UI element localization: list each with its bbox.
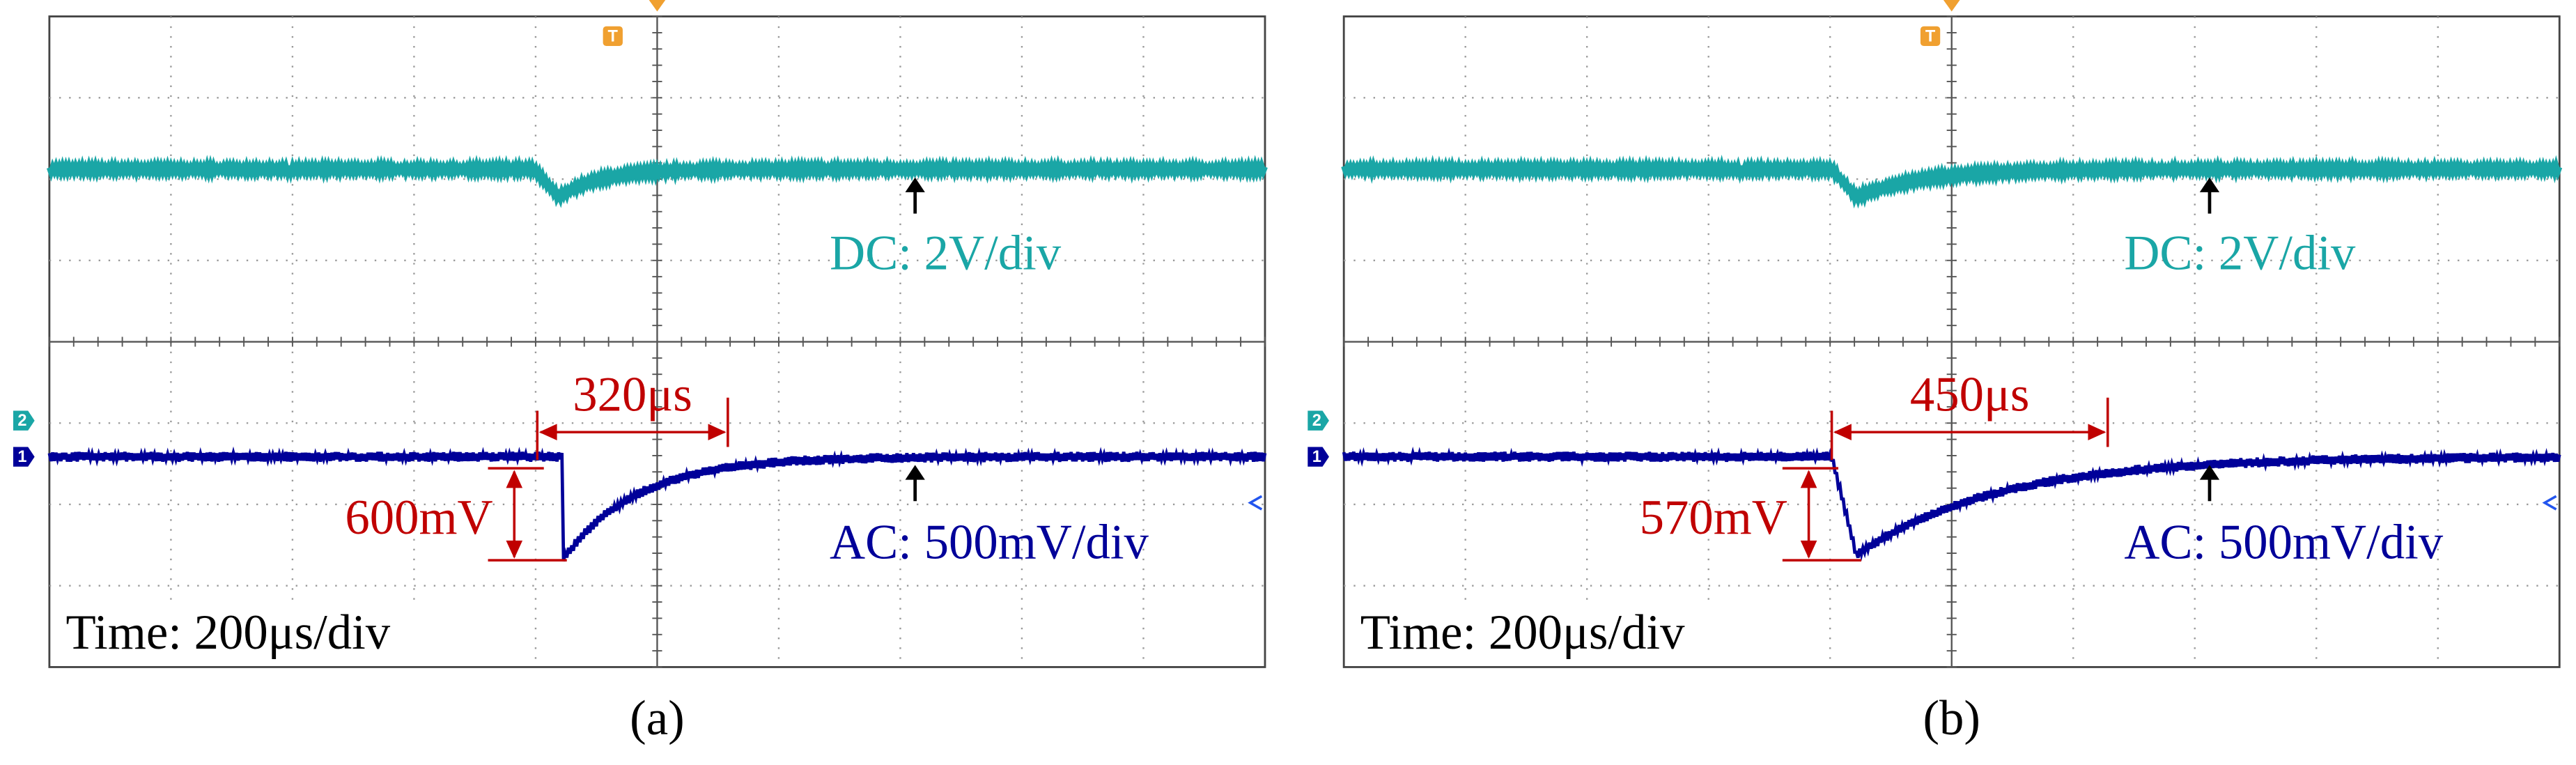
pointer-head [2199,177,2220,192]
trigger-label: T [1925,26,1936,45]
dim-head [2088,424,2106,441]
dim-head [506,540,523,559]
time-label: Time: 200μs/div [65,605,390,660]
channel-label: 1 [17,447,26,465]
panel: T 2 1 DC: 2V/div AC: 500mV/div 450μs 570mV Time… [1308,0,2563,745]
pointer-head [2199,465,2220,480]
trigger-label: T [608,26,619,45]
channel-marker [1308,447,1329,467]
delta-t-label: 320μs [573,367,692,422]
dc-label: DC: 2V/div [830,226,1062,280]
channel-label: 1 [1312,447,1321,465]
panel: T 2 1 DC: 2V/div AC: 500mV/div 320μs 600mV Time… [13,0,1268,745]
delta-v-label: 570mV [1640,490,1787,545]
ac-label: AC: 500mV/div [2124,516,2443,570]
label-bg [56,604,500,664]
channel-marker [13,410,35,431]
offset-marker [1248,495,1263,511]
dim-head [538,424,557,441]
channel-label: 2 [17,411,26,429]
channel-label: 2 [1312,411,1321,429]
dim-head [1833,424,1852,441]
dc-trace [1341,155,2563,209]
dim-head [1800,540,1817,559]
channel-marker [13,447,35,467]
delta-t-label: 450μs [1910,367,2030,422]
channel-marker [1308,410,1329,431]
trigger-badge [603,26,623,47]
dim-head [708,424,727,441]
time-label: Time: 200μs/div [1360,605,1685,660]
trigger-arrow [649,0,666,12]
trigger-badge [1920,26,1941,47]
dim-head [1800,470,1817,488]
label-bg [1350,604,1794,664]
dim-head [506,470,523,488]
panel-label: (a) [630,691,685,745]
delta-v-label: 600mV [345,490,492,545]
ac-trace [1342,446,2561,562]
panel-label: (b) [1923,691,1980,745]
pointer-head [905,465,925,480]
ac-trace [47,446,1267,562]
offset-marker [2542,495,2557,511]
pointer-head [905,177,925,192]
dc-trace [46,155,1268,208]
trigger-arrow [1943,0,1960,12]
ac-label: AC: 500mV/div [830,516,1149,570]
dc-label: DC: 2V/div [2124,226,2356,280]
